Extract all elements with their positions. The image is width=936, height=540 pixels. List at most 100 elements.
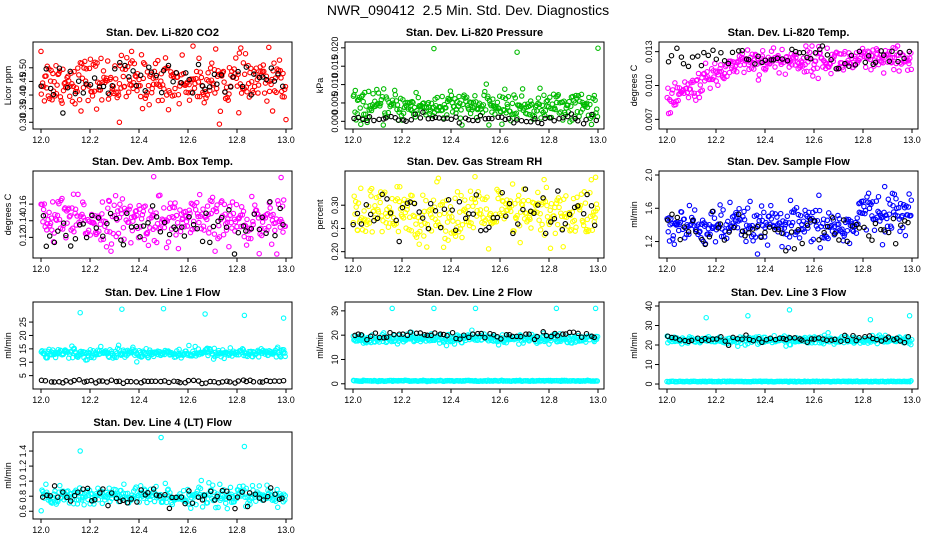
data-point [173,226,179,233]
y-tick-label: 20 [644,340,654,350]
data-point [878,338,885,344]
data-point [674,85,681,91]
data-point [878,226,884,233]
data-point [768,57,775,63]
data-point [718,334,724,340]
data-point [161,224,168,231]
x-tick-label: 12.0 [658,264,676,274]
data-point [273,89,279,96]
data-point [678,54,685,60]
data-point [686,231,692,238]
data-point [575,93,582,99]
data-point [750,226,756,232]
data-point [696,94,703,101]
data-point [844,227,851,234]
data-point [116,80,123,87]
data-point [482,88,488,95]
x-tick-label: 12.8 [854,135,872,145]
data-point [885,196,892,203]
data-point [196,55,202,62]
data-point [906,191,912,197]
data-point [891,191,898,197]
data-point [194,225,200,232]
data-point [116,214,123,221]
data-point [680,60,687,67]
data-point [202,86,208,93]
y-tick-label: 0.020 [330,37,340,60]
data-point [777,210,784,217]
data-point [449,329,456,336]
data-point [420,109,426,115]
data-point [383,220,389,226]
data-point [547,207,553,214]
data-point [534,209,540,216]
data-point [360,98,366,105]
data-point [801,229,808,235]
data-point [588,203,595,209]
data-point [436,212,443,218]
data-point [767,335,774,341]
data-point [69,225,76,232]
data-point [76,377,82,383]
data-point [93,225,100,231]
data-point [380,86,387,92]
data-point [280,229,286,235]
data-point [456,93,462,100]
data-point [560,331,566,337]
data-point [541,92,547,99]
data-point [387,210,394,216]
chart-2: Stan. Dev. Li-820 Pressure 12.0 12.2 12.4 12… [315,27,607,145]
data-point [248,235,254,242]
data-point [784,57,791,64]
data-point [247,226,254,233]
page-title: NWR_090412 2.5 Min. Std. Dev. Diagnostic… [326,2,610,18]
data-point [712,60,718,67]
data-point [809,43,815,49]
data-point [890,209,897,215]
data-point [233,55,239,61]
x-tick-label: 12.6 [179,525,197,535]
data-point [375,209,382,215]
data-point [161,205,167,211]
data-point [485,246,492,252]
data-point [453,114,459,120]
outlier-point [150,173,157,180]
data-point [51,239,58,246]
data-point [70,191,77,197]
data-point [166,231,173,238]
data-point [369,229,375,235]
data-point [272,232,278,239]
y-tick-label: 10 [18,357,28,367]
data-point [140,223,147,229]
data-point [394,102,401,108]
data-point [261,90,268,96]
x-tick-label: 12.4 [442,264,460,274]
data-point [123,93,129,100]
data-point [139,105,146,112]
data-point [128,496,135,502]
y-tick-label: 0.30 [18,114,28,132]
data-point [825,210,832,216]
data-point [189,226,195,233]
data-point [838,51,844,57]
x-tick-label: 12.4 [756,264,774,274]
data-point [230,210,237,217]
data-point [67,243,74,249]
data-point [861,224,867,231]
data-point [463,94,470,100]
data-point [515,192,522,199]
data-point [891,66,897,73]
data-point [592,97,598,103]
y-tick-label: 20 [18,330,28,340]
chart-title: Stan. Dev. Line 3 Flow [731,287,847,299]
data-point [824,52,831,58]
data-point [750,238,756,244]
data-point [87,56,94,62]
data-point [105,353,112,360]
data-point [535,202,541,208]
data-point [469,331,476,337]
x-tick-label: 12.8 [228,395,246,405]
data-point [432,330,438,336]
data-point [437,224,444,231]
data-point [210,80,217,87]
